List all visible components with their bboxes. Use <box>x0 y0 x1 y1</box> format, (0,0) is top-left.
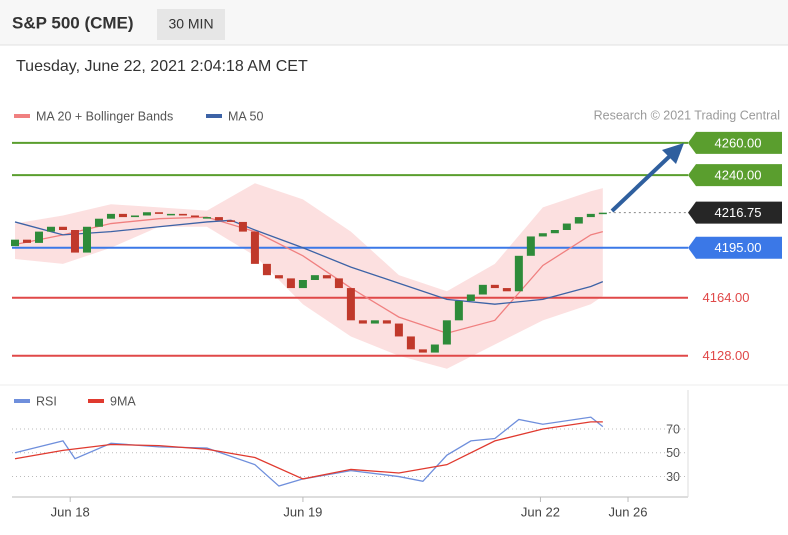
x-tick-label: Jun 18 <box>51 504 90 519</box>
level-label-box <box>688 131 782 154</box>
legend-label: MA 20 + Bollinger Bands <box>36 109 173 123</box>
candle <box>346 288 355 321</box>
candle <box>418 349 427 353</box>
x-tick-label: Jun 26 <box>608 504 647 519</box>
candle <box>586 213 595 218</box>
x-tick-label: Jun 19 <box>283 504 322 519</box>
candle <box>46 226 55 232</box>
candle <box>526 236 535 256</box>
ma-line <box>14 219 604 305</box>
header-bar <box>0 0 788 45</box>
level-label: 4195.00 <box>715 240 762 255</box>
candle <box>430 344 439 353</box>
candle <box>538 233 547 237</box>
subtitle: Tuesday, June 22, 2021 2:04:18 AM CET <box>16 58 308 75</box>
candle <box>202 217 211 219</box>
arrow-shaft <box>610 152 674 213</box>
candle <box>142 212 151 216</box>
rsi-tick-label: 30 <box>666 470 680 484</box>
x-tick-label: Jun 22 <box>521 504 560 519</box>
legend-swatch <box>14 399 30 403</box>
candle <box>322 275 331 279</box>
candle <box>22 239 31 243</box>
candle <box>310 275 319 280</box>
bollinger-band <box>14 183 603 369</box>
rsi-tick-label: 70 <box>666 422 680 436</box>
level-label-box <box>688 201 782 224</box>
legend-swatch <box>88 399 104 403</box>
candle <box>286 278 295 289</box>
candle <box>298 280 307 289</box>
level-label: 4128.00 <box>703 348 750 363</box>
candle <box>334 278 343 289</box>
candle <box>214 217 223 221</box>
candle <box>466 294 475 301</box>
credit: Research © 2021 Trading Central <box>594 108 780 122</box>
candle <box>226 220 235 222</box>
chart-title: S&P 500 (CME) <box>12 13 134 32</box>
candle <box>274 275 283 279</box>
candle <box>442 320 451 345</box>
candle <box>34 231 43 243</box>
candle <box>370 320 379 324</box>
level-label: 4260.00 <box>715 135 762 150</box>
candle <box>382 320 391 324</box>
candle <box>406 336 415 350</box>
interval-box <box>157 9 225 40</box>
candle <box>166 213 175 216</box>
rsi-line <box>14 421 603 480</box>
legend-label: 9MA <box>110 394 136 408</box>
rsi-line <box>14 416 604 487</box>
candle <box>562 223 571 230</box>
candle <box>502 288 511 292</box>
candle <box>10 239 19 247</box>
candle <box>106 213 115 219</box>
level-label-box <box>688 164 782 187</box>
level-label: 4164.00 <box>703 290 750 305</box>
legend-label: RSI <box>36 394 57 408</box>
level-label: 4216.75 <box>715 205 762 220</box>
candle <box>118 213 127 218</box>
legend-swatch <box>14 114 30 118</box>
candle <box>58 226 67 230</box>
candle <box>478 284 487 295</box>
legend-label: MA 50 <box>228 109 263 123</box>
candle <box>178 213 187 216</box>
candle <box>358 320 367 324</box>
candle <box>574 217 583 224</box>
candle <box>490 284 499 289</box>
plot: 4260.00 4240.00 4216.75 4195.00 4164.00 4128.… <box>10 109 782 519</box>
level-label-box <box>688 236 782 259</box>
candle <box>130 215 139 218</box>
candle <box>550 230 559 234</box>
candle <box>238 221 247 232</box>
candle <box>454 300 463 321</box>
candle <box>70 230 79 253</box>
arrow-head <box>662 143 684 164</box>
candle <box>394 323 403 337</box>
trend-arrow <box>610 143 684 213</box>
candle <box>82 226 91 253</box>
candle <box>250 231 259 264</box>
candle <box>514 255 523 292</box>
ma-line <box>14 216 603 334</box>
level-label: 4240.00 <box>715 168 762 183</box>
candle <box>190 215 199 218</box>
legend-swatch <box>206 114 222 118</box>
candle <box>154 212 163 214</box>
candle <box>598 212 607 215</box>
candle <box>262 263 271 276</box>
candle <box>94 218 103 227</box>
rsi-tick-label: 50 <box>666 446 680 460</box>
interval: 30 MIN <box>168 16 213 32</box>
